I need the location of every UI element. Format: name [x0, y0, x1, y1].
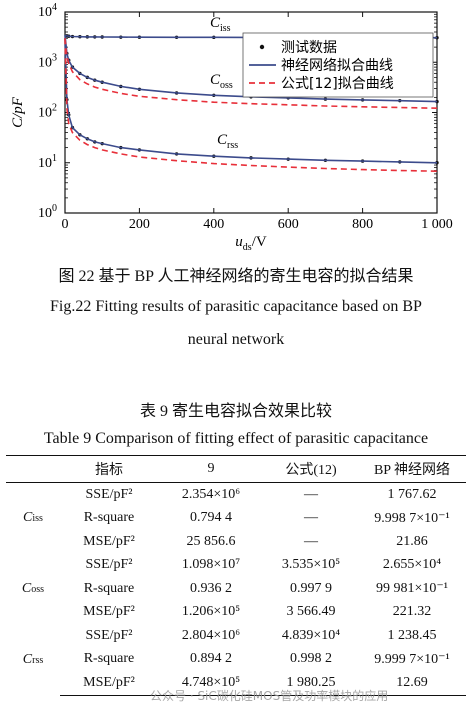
table-cell: 3 566.49 [286, 604, 336, 620]
table-cell: 1 767.62 [387, 486, 437, 502]
table-cell: 2.804×10⁶ [181, 627, 241, 643]
table-row: R-square 0.936 2 0.997 9 99 981×10⁻¹ [6, 577, 466, 601]
curve-label-rss: Crss [217, 132, 238, 151]
table-cell: 3.535×10⁵ [281, 557, 341, 573]
table-header-cell: 指标 [60, 455, 158, 483]
table-row: Crss SSE/pF² 2.804×10⁶ 4.839×10⁴ 1 238.45 [6, 624, 466, 667]
table-cell: 2.354×10⁶ [181, 486, 241, 502]
series-line-Coss-nn [64, 34, 438, 103]
comparison-table: 指标 9 公式(12) BP 神经网络 Ciss SSE/pF² 2.354×10⁶… [6, 455, 466, 696]
table-cell: R-square [83, 651, 135, 667]
table-cell: SSE/pF² [85, 627, 133, 643]
table-cell: 9.999 7×10⁻¹ [374, 651, 450, 667]
series-line-Coss-formula [64, 38, 438, 109]
x-tick-label: 200 [129, 217, 150, 232]
table-header-cell: 9 [158, 455, 264, 483]
x-axis-label: uds/V [235, 234, 267, 253]
table-row: R-square 0.894 2 0.998 2 9.999 7×10⁻¹ [6, 648, 466, 672]
series-line-Crss-formula [64, 38, 438, 172]
table-group-label: Crss [22, 651, 44, 667]
y-tick-label: 102 [38, 103, 57, 121]
table-row: R-square 0.794 4 — 9.998 7×10⁻¹ [6, 507, 466, 531]
table-caption-cn: 表 9 寄生电容拟合效果比较 [139, 403, 332, 420]
table-cell: MSE/pF² [83, 533, 135, 549]
table-cell: SSE/pF² [85, 486, 133, 502]
x-tick-label: 400 [203, 217, 224, 232]
legend-entry: 测试数据 [281, 40, 337, 56]
table-cell: 1 238.45 [387, 627, 437, 643]
series-line-Crss-nn [64, 38, 438, 164]
table-cell: 4.748×10⁵ [158, 671, 264, 696]
table-cell: 9.998 7×10⁻¹ [374, 510, 450, 526]
table-row: Coss SSE/pF² 1.098×10⁷ 3.535×10⁵ 2.655×10⁴ [6, 554, 466, 596]
table-row: Ciss SSE/pF² 2.354×10⁶ — 1 767.62 [6, 483, 466, 526]
y-tick-label: 101 [38, 153, 57, 171]
table-cell: 12.69 [358, 671, 466, 696]
table-cell: — [304, 533, 318, 549]
x-tick-label: 800 [352, 217, 373, 232]
y-tick-label: 103 [38, 52, 57, 70]
table-cell: — [304, 510, 318, 526]
watermark: 公众号 · SiC碳化硅MOS管及功率模块的应用 [150, 689, 389, 703]
table-cell: R-square [83, 580, 135, 596]
y-tick-label: 104 [38, 2, 57, 20]
table-cell: 2.655×10⁴ [382, 557, 442, 573]
table-caption-en: Table 9 Comparison of fitting effect of … [43, 430, 429, 447]
table-cell: R-square [83, 510, 135, 526]
table-cell: 4.839×10⁴ [281, 627, 341, 643]
table-row: MSE/pF² 4.748×10⁵ 1 980.25 12.69 [6, 671, 466, 696]
curve-label-iss: Ciss [210, 15, 231, 34]
capacitance-chart: 0 200 400 600 800 1 000 100 101 102 103 104 uds/V C/… [10, 2, 453, 253]
table-cell: MSE/pF² [83, 604, 135, 620]
x-tick-label: 600 [278, 217, 299, 232]
table-cell: 0.936 2 [190, 580, 232, 596]
table-row: MSE/pF² 1.206×10⁵ 3 566.49 221.32 [6, 601, 466, 625]
figure-caption-en-line1: Fig.22 Fitting results of parasitic capa… [50, 298, 422, 315]
table-cell: 0.794 4 [190, 510, 232, 526]
table-header-cell [6, 455, 60, 483]
table-row: MSE/pF² 25 856.6 — 21.86 [6, 530, 466, 554]
table-group-label: Coss [21, 580, 45, 596]
table-group-label: Ciss [23, 510, 43, 526]
table-header-cell: 公式(12) [264, 455, 358, 483]
table-cell: 0.894 2 [190, 651, 232, 667]
table-cell: 0.997 9 [290, 580, 332, 596]
legend-entry: 神经网络拟合曲线 [281, 58, 393, 74]
table-cell: 21.86 [396, 533, 428, 549]
table-cell: 221.32 [392, 604, 432, 620]
x-tick-label: 0 [62, 217, 69, 232]
table-cell: — [304, 486, 318, 502]
legend-entry: 公式[12]拟合曲线 [281, 76, 394, 92]
x-tick-label: 1 000 [421, 217, 453, 232]
table-cell: 1.098×10⁷ [181, 557, 241, 573]
figure-caption-en-line2: neural network [187, 331, 285, 348]
table-cell: 0.998 2 [290, 651, 332, 667]
table-header-cell: BP 神经网络 [358, 455, 466, 483]
table-header-row: 指标 9 公式(12) BP 神经网络 [6, 455, 466, 483]
curve-label-oss: Coss [210, 72, 233, 91]
table-cell: 1 980.25 [264, 671, 358, 696]
table-cell: 1.206×10⁵ [181, 604, 241, 620]
table-cell: 99 981×10⁻¹ [376, 581, 448, 597]
table-cell: 25 856.6 [186, 533, 236, 549]
table-cell: SSE/pF² [85, 557, 133, 573]
figure-caption-cn: 图 22 基于 BP 人工神经网络的寄生电容的拟合结果 [58, 268, 414, 285]
y-axis-label: C/pF [10, 96, 26, 128]
y-tick-label: 100 [38, 203, 57, 221]
table-cell: MSE/pF² [60, 671, 158, 696]
legend-marker-test [259, 44, 265, 50]
